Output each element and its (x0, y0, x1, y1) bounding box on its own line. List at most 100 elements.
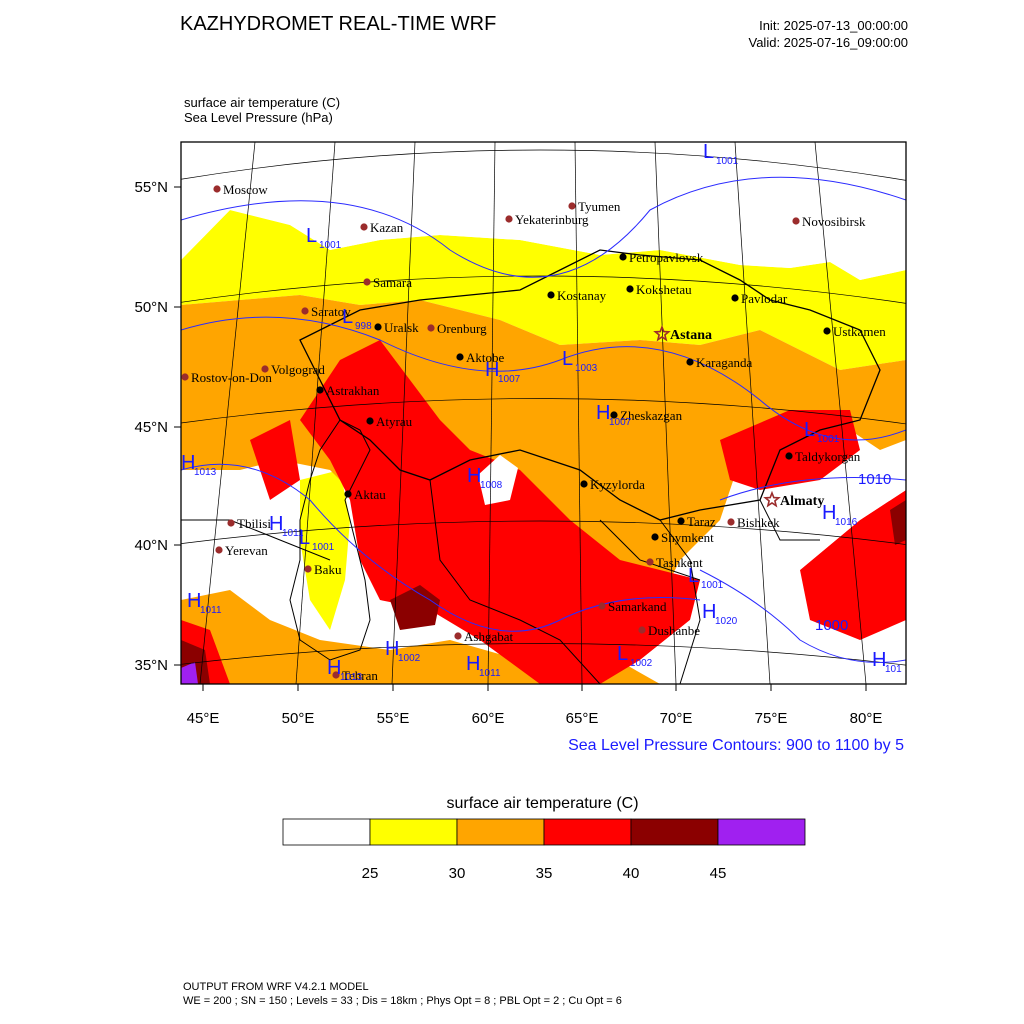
temp-region-35-40-west (250, 420, 300, 500)
pressure-center-value: 1001 (319, 240, 342, 251)
city-marker (456, 353, 464, 361)
legend-title: surface air temperature (C) (446, 795, 639, 812)
city-label: Shymkent (661, 530, 714, 545)
city-kazan: Kazan (360, 220, 404, 235)
city-label: Samarkand (608, 599, 667, 614)
pressure-center-value: 1013 (194, 467, 217, 478)
field-label-temperature: surface air temperature (C) (184, 95, 341, 110)
city-yekaterinburg: Yekaterinburg (505, 212, 589, 227)
city-marker (363, 278, 371, 286)
capital-astana: Astana (653, 324, 712, 343)
pressure-center-value: 1020 (715, 616, 738, 627)
pressure-center-letter: L (617, 643, 628, 665)
pressure-center-value: 1008 (480, 480, 503, 491)
contour-note: Sea Level Pressure Contours: 900 to 1100… (568, 737, 904, 754)
city-ashgabat: Ashgabat (454, 629, 513, 644)
city-moscow: Moscow (213, 182, 268, 197)
city-marker (366, 417, 374, 425)
pressure-center-letter: L (688, 565, 699, 587)
city-marker (580, 480, 588, 488)
pressure-center-value: 1001 (716, 156, 739, 167)
pressure-center-value: 1007 (609, 417, 632, 428)
field-label-pressure: Sea Level Pressure (hPa) (184, 110, 333, 125)
city-label: Karaganda (696, 355, 753, 370)
city-marker (427, 324, 435, 332)
city-marker (727, 518, 735, 526)
city-marker (651, 533, 659, 541)
temp-region-25-30 (181, 210, 906, 370)
city-label: Orenburg (437, 321, 487, 336)
pressure-center-letter: L (562, 348, 573, 370)
pressure-center-letter: L (804, 419, 815, 441)
city-ustkamen: Ustkamen (823, 324, 886, 339)
lat-tick-label: 45°N (134, 419, 168, 436)
star-icon (763, 490, 781, 508)
city-yerevan: Yerevan (215, 543, 268, 558)
city-marker (626, 285, 634, 293)
city-aktobe: Aktobe (456, 350, 505, 365)
city-label: Aktau (354, 487, 386, 502)
low-pressure-center: L 1001 (688, 565, 724, 591)
temp-region-below-25-aral (478, 455, 518, 505)
pressure-center-letter: H (822, 502, 836, 524)
legend-colorbar: 25 30 35 40 45 (282, 818, 806, 882)
legend-tick-label: 40 (623, 865, 640, 882)
legend-tick-label: 45 (710, 865, 727, 882)
lon-tick-label: 70°E (660, 710, 693, 727)
city-marker (646, 558, 654, 566)
lon-tick-label: 80°E (850, 710, 883, 727)
pressure-center-letter: L (306, 225, 317, 247)
map-frame (180, 141, 907, 685)
lon-tick-label: 75°E (755, 710, 788, 727)
temp-region-40-45-se (890, 500, 906, 545)
city-taldykorgan: Taldykorgan (785, 449, 861, 464)
city-marker (227, 519, 235, 527)
city-label: Taldykorgan (795, 449, 861, 464)
city-label: Aktobe (466, 350, 505, 365)
city-kokshetau: Kokshetau (626, 282, 692, 297)
city-pavlodar: Pavlodar (731, 291, 788, 306)
lat-tick-label: 35°N (134, 657, 168, 674)
city-label: Kazan (370, 220, 404, 235)
valid-time: Valid: 2025-07-16_09:00:00 (748, 35, 909, 50)
pressure-center-letter: L (299, 527, 310, 549)
city-marker (598, 602, 606, 610)
low-pressure-center: L 1002 (617, 643, 653, 669)
pressure-center-letter: H (702, 601, 716, 623)
lon-axis: 45°E 50°E 55°E 60°E 65°E 70°E 75°E 80°E (187, 684, 883, 727)
lon-tick-label: 65°E (566, 710, 599, 727)
city-label: Saratov (311, 304, 351, 319)
city-label: Tyumen (578, 199, 621, 214)
city-label: Ashgabat (464, 629, 513, 644)
city-samara: Samara (363, 275, 412, 290)
low-pressure-center: L 1001 (703, 141, 739, 167)
lon-tick-label: 45°E (187, 710, 220, 727)
lon-tick-label: 60°E (472, 710, 505, 727)
city-marker (316, 386, 324, 394)
legend-tick-label: 25 (362, 865, 379, 882)
city-orenburg: Orenburg (427, 321, 487, 336)
low-pressure-center: L 1001 (804, 419, 840, 445)
pressure-center-value: 101 (885, 664, 902, 675)
city-uralsk: Uralsk (374, 320, 419, 335)
city-tbilisi: Tbilisi (227, 516, 271, 531)
pressure-center-value: 1001 (817, 434, 840, 445)
city-atyrau: Atyrau (366, 414, 413, 429)
city-aktau: Aktau (344, 487, 386, 502)
pressure-center-value: 1001 (312, 542, 335, 553)
city-label: Kyzylorda (590, 477, 645, 492)
footer-config-line: WE = 200 ; SN = 150 ; Levels = 33 ; Dis … (183, 995, 622, 1007)
temp-region-40-45 (390, 585, 440, 630)
city-marker (301, 307, 309, 315)
city-label: Tehran (342, 668, 378, 683)
temp-region-below-25-north (181, 142, 906, 280)
low-pressure-center: L 1001 (306, 225, 342, 251)
pressure-center-value: 1013 (340, 672, 363, 683)
city-marker (304, 565, 312, 573)
